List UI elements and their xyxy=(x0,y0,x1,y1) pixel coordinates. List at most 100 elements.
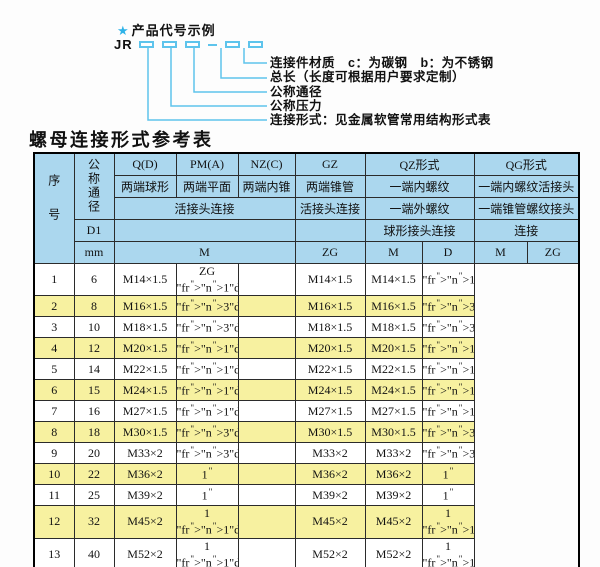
code-dash xyxy=(207,43,217,46)
header-mm: mm xyxy=(73,240,115,264)
cell-qz_m xyxy=(237,421,296,443)
cell-m: M16×1.5 xyxy=(113,295,177,317)
cell-m: M14×1.5 xyxy=(113,262,177,296)
code-box-4 xyxy=(224,41,240,48)
cell-dn: 20 xyxy=(73,442,115,464)
label-total-length: 总长（长度可根据用户要求定制） xyxy=(270,70,466,84)
diagram-title: ★ 产品代号示例 xyxy=(117,20,216,39)
cell-m: M33×2 xyxy=(113,442,177,464)
cell-dn: 16 xyxy=(73,400,115,422)
cell-m: M24×1.5 xyxy=(113,379,177,401)
table-row: 310M18×1.5"fr">"n">3"d">8"M18×1.5M18×1.5… xyxy=(33,316,579,338)
cell-qz_d: M14×1.5 xyxy=(294,262,366,296)
cell-m: M20×1.5 xyxy=(113,337,177,359)
header-seq: 序号 xyxy=(33,152,75,264)
product-code-line: JR xyxy=(114,37,271,52)
label-nominal-diameter: 公称通径 xyxy=(270,85,323,99)
header-qg-desc2: 一端锥管螺纹接头 xyxy=(473,196,580,220)
cell-qz_m xyxy=(237,442,296,464)
cell-qz_m xyxy=(237,484,296,506)
cell-qg_zg: "fr">"n">3"d">4" xyxy=(421,421,475,443)
cell-qz_m xyxy=(237,316,296,338)
header-qz-m: M xyxy=(364,240,423,264)
cell-qg_m: M22×1.5 xyxy=(364,358,423,380)
header-qg-zg: ZG xyxy=(526,240,580,264)
cell-seq: 12 xyxy=(33,505,75,539)
table-row: 412M20×1.5"fr">"n">1"d">2"M20×1.5M20×1.5… xyxy=(33,337,579,359)
cell-m: M39×2 xyxy=(113,484,177,506)
cell-qz_d: M36×2 xyxy=(294,463,366,485)
cell-seq: 9 xyxy=(33,442,75,464)
cell-qz_d: M30×1.5 xyxy=(294,421,366,443)
cell-gz: "fr">"n">1"d">2" xyxy=(175,358,239,380)
header-row-3: 活接头连接 活接头连接 一端外螺纹 一端锥管螺纹接头 xyxy=(34,196,580,220)
cell-gz: 1" xyxy=(175,463,239,485)
header-row-5: mm M ZG M D M ZG xyxy=(34,240,580,264)
cell-m: M52×2 xyxy=(113,537,177,567)
cell-dn: 18 xyxy=(73,421,115,443)
code-box-1 xyxy=(138,41,154,48)
cell-qz_m xyxy=(237,463,296,485)
code-box-5 xyxy=(247,41,263,48)
cell-qg_m: M18×1.5 xyxy=(364,316,423,338)
cell-m: M30×1.5 xyxy=(113,421,177,443)
cell-qz_d: M33×2 xyxy=(294,442,366,464)
cell-gz: 1 "fr">"n">1"d">2" xyxy=(175,537,239,567)
cell-gz: 1" xyxy=(175,484,239,506)
cell-qz_d: M39×2 xyxy=(294,484,366,506)
connector-lines xyxy=(147,48,267,121)
cell-m: M27×1.5 xyxy=(113,400,177,422)
header-qg-conn: 连接 xyxy=(473,218,580,242)
cell-qz_d: M18×1.5 xyxy=(294,316,366,338)
header-col-qz: QZ形式 xyxy=(364,152,475,176)
cell-qg_m: M36×2 xyxy=(364,463,423,485)
cell-gz: 1 "fr">"n">1"d">4" xyxy=(175,505,239,539)
cell-seq: 3 xyxy=(33,316,75,338)
header-row-4: D1 球形接头连接 连接 xyxy=(34,218,580,242)
label-nominal-pressure: 公称压力 xyxy=(270,99,323,113)
cell-qz_d: M16×1.5 xyxy=(294,295,366,317)
cell-gz: ZG "fr">"n">1"d">4" xyxy=(175,262,239,296)
cell-dn: 10 xyxy=(73,316,115,338)
header-row-2: 两端球形 两端平面 两端内锥 两端锥管 一端内螺纹 一端内螺纹活接头 xyxy=(34,174,580,198)
cell-dn: 15 xyxy=(73,379,115,401)
header-zg: ZG xyxy=(294,240,366,264)
header-col-nz: NZ(C) xyxy=(237,152,296,176)
diagram-title-text: 产品代号示例 xyxy=(131,23,216,38)
cell-qz_d: M52×2 xyxy=(294,537,366,567)
cell-dn: 40 xyxy=(73,537,115,567)
cell-gz: "fr">"n">1"d">2" xyxy=(175,337,239,359)
header-row-1: 序号 公称通径 Q(D) PM(A) NZ(C) GZ QZ形式 QG形式 xyxy=(33,152,580,264)
cell-dn: 32 xyxy=(73,505,115,539)
cell-qg_m: M16×1.5 xyxy=(364,295,423,317)
cell-qg_zg: "fr">"n">1"d">2" xyxy=(421,379,475,401)
cell-qz_m xyxy=(237,262,296,296)
cell-qg_zg: 1" xyxy=(421,463,475,485)
header-gz-desc: 两端锥管 xyxy=(294,174,366,198)
cell-seq: 1 xyxy=(33,262,75,296)
cell-qg_m: M27×1.5 xyxy=(364,400,423,422)
label-material: 连接件材质 c：为碳钢 b：为不锈钢 xyxy=(270,56,494,70)
product-code-diagram: ★ 产品代号示例 JR 连接件材质 c：为碳钢 b：为不锈钢 总长（长度可根据用户… xyxy=(0,0,600,140)
cell-seq: 10 xyxy=(33,463,75,485)
cell-gz: "fr">"n">3"d">8" xyxy=(175,316,239,338)
cell-qg_m: M39×2 xyxy=(364,484,423,506)
header-qz-d: D xyxy=(421,240,475,264)
header-m: M xyxy=(113,240,296,264)
cell-seq: 6 xyxy=(33,379,75,401)
cell-qz_d: M24×1.5 xyxy=(294,379,366,401)
table-row: 716M27×1.5"fr">"n">1"d">2"M27×1.5M27×1.5… xyxy=(33,400,579,422)
cell-qg_m: M20×1.5 xyxy=(364,337,423,359)
cell-qz_m xyxy=(237,379,296,401)
header-qz-desc1: 一端内螺纹 xyxy=(364,174,475,198)
cell-qg_zg: "fr">"n">1"d">2" xyxy=(421,400,475,422)
header-empty-2 xyxy=(294,218,366,242)
cell-gz: "fr">"n">1"d">2" xyxy=(175,400,239,422)
cell-qg_m: M45×2 xyxy=(364,505,423,539)
table-title: 螺母连接形式参考表 xyxy=(29,130,214,151)
cell-qg_m: M30×1.5 xyxy=(364,421,423,443)
cell-dn: 22 xyxy=(73,463,115,485)
table-header: 序号 公称通径 Q(D) PM(A) NZ(C) GZ QZ形式 QG形式 两端… xyxy=(33,152,580,264)
